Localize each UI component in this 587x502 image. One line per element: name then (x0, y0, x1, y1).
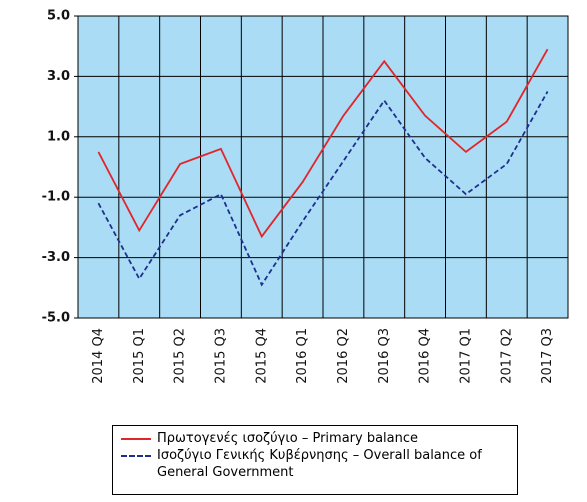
x-tick-label: 2014 Q4 (91, 328, 106, 384)
legend-item: Πρωτογενές ισοζύγιο – Primary balance (121, 430, 509, 447)
legend-label: Πρωτογενές ισοζύγιο – Primary balance (157, 431, 419, 446)
legend-item: Ισοζύγιο Γενικής Κυβέρνησης – Overall ba… (121, 447, 509, 481)
series-line (97, 91, 549, 287)
x-tick-label: 2017 Q2 (499, 328, 514, 384)
x-tick-label: 2015 Q1 (132, 328, 147, 384)
x-tick-label: 2016 Q3 (377, 328, 392, 384)
series-line (97, 48, 549, 239)
y-tick-label: 5.0 (47, 9, 70, 24)
y-tick-label: 1.0 (47, 129, 70, 144)
x-tick-label: 2017 Q1 (458, 328, 473, 384)
y-tick-label: 3.0 (47, 69, 70, 84)
x-tick-label: 2017 Q3 (540, 328, 555, 384)
x-tick-label: 2015 Q4 (254, 328, 269, 384)
x-tick-label: 2016 Q2 (336, 328, 351, 384)
y-tick-label: -1.0 (42, 190, 70, 205)
legend-swatch (121, 455, 151, 457)
x-tick-label: 2016 Q1 (295, 328, 310, 384)
legend-swatch (121, 438, 151, 440)
legend-label: Ισοζύγιο Γενικής Κυβέρνησης – Overall ba… (157, 448, 482, 480)
chart: -5.0 -3.0 -1.0 1.0 3.0 5.0 2014 Q4 2015 Q1 2015 … (42, 9, 569, 384)
x-tick-label: 2016 Q4 (418, 328, 433, 384)
legend: Πρωτογενές ισοζύγιο – Primary balance Ισο… (112, 425, 518, 495)
y-tick-label: -5.0 (42, 311, 70, 326)
x-tick-label: 2015 Q3 (213, 328, 228, 384)
x-tick-label: 2015 Q2 (173, 328, 188, 384)
y-tick-label: -3.0 (42, 250, 70, 265)
plot-border (77, 15, 569, 319)
